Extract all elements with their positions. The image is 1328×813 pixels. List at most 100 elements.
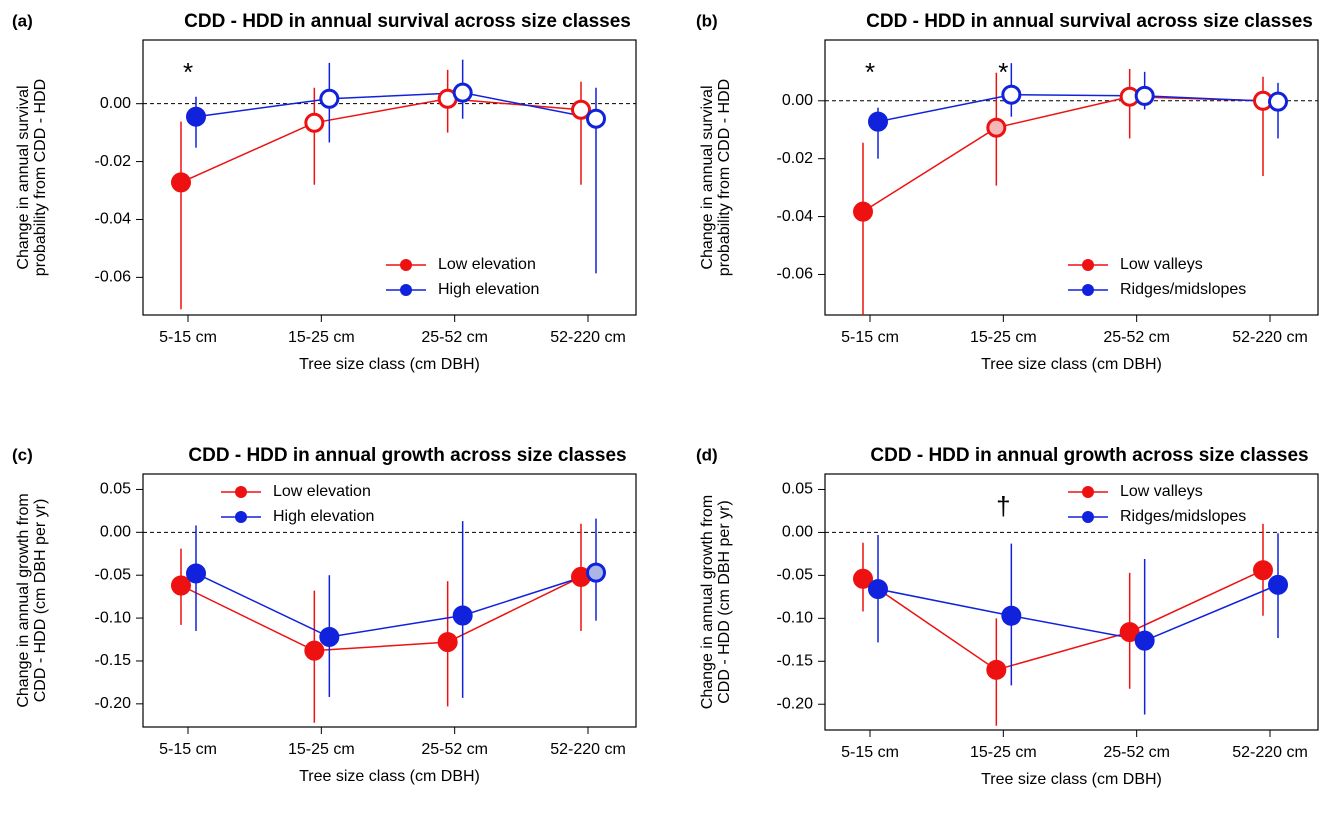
point <box>319 626 340 647</box>
legend-label: High elevation <box>273 508 374 525</box>
annotation: * <box>183 57 193 87</box>
legend-marker <box>400 259 412 271</box>
y-axis-label: Change in annual growth from <box>699 495 716 709</box>
x-tick-label: 52-220 cm <box>1232 744 1308 761</box>
y-axis-label: Change in annual survival <box>699 85 716 269</box>
point <box>304 640 325 661</box>
x-tick-label: 15-25 cm <box>288 329 355 346</box>
legend-marker <box>1082 259 1094 271</box>
point <box>1253 560 1273 581</box>
y-tick-label: -0.15 <box>777 652 814 669</box>
y-tick-label: 0.00 <box>100 524 131 541</box>
series-line <box>195 571 597 638</box>
point <box>868 579 888 600</box>
x-tick-label: 5-15 cm <box>841 329 899 346</box>
x-axis-label: Tree size class (cm DBH) <box>981 356 1162 373</box>
x-tick-label: 5-15 cm <box>159 329 217 346</box>
legend-label: Low elevation <box>438 256 536 273</box>
point <box>304 112 325 133</box>
y-tick-label: -0.02 <box>777 150 814 167</box>
series-line <box>862 569 1264 671</box>
series-line <box>180 576 582 652</box>
y-tick-label: 0.05 <box>782 481 813 498</box>
x-tick-label: 25-52 cm <box>1103 744 1170 761</box>
x-tick-label: 52-220 cm <box>550 329 626 346</box>
plot-frame <box>824 39 1319 316</box>
x-axis-label: Tree size class (cm DBH) <box>981 771 1162 788</box>
y-tick-label: -0.04 <box>777 208 814 225</box>
point <box>452 82 473 103</box>
legend-marker <box>235 486 247 498</box>
y-tick-label: -0.10 <box>95 609 132 626</box>
panel-label: (b) <box>696 11 718 30</box>
x-tick-label: 25-52 cm <box>421 329 488 346</box>
point <box>437 632 458 653</box>
point <box>319 88 340 109</box>
point <box>1001 605 1022 626</box>
y-tick-label: -0.05 <box>777 567 814 584</box>
legend-label: Ridges/midslopes <box>1120 281 1246 298</box>
y-tick-label: -0.10 <box>777 610 814 627</box>
x-axis-label: Tree size class (cm DBH) <box>299 356 480 373</box>
chart-title: CDD - HDD in annual growth across size c… <box>188 445 626 466</box>
series-line <box>877 584 1279 642</box>
legend-marker <box>400 284 412 296</box>
y-tick-label: -0.15 <box>95 652 132 669</box>
point <box>1268 574 1288 595</box>
point <box>1134 630 1155 651</box>
annotation: * <box>865 57 875 87</box>
x-tick-label: 52-220 cm <box>1232 329 1308 346</box>
point <box>171 172 191 193</box>
x-tick-label: 5-15 cm <box>159 741 217 758</box>
annotation: * <box>998 57 1008 87</box>
x-tick-label: 15-25 cm <box>970 744 1037 761</box>
legend-marker <box>235 511 247 523</box>
y-tick-label: -0.20 <box>777 695 814 712</box>
y-tick-label: 0.00 <box>100 95 131 112</box>
series-line <box>862 95 1264 213</box>
y-axis-label: Change in annual growth from <box>15 493 32 707</box>
point <box>452 605 473 626</box>
y-axis-label: CDD - HDD (cm DBH per yr) <box>32 499 49 703</box>
point <box>1001 84 1022 105</box>
y-axis-label: Change in annual survival <box>15 85 32 269</box>
legend-label: Low valleys <box>1120 256 1203 273</box>
chart-title: CDD - HDD in annual growth across size c… <box>870 445 1308 466</box>
point <box>853 201 873 222</box>
panel-label: (a) <box>12 11 33 30</box>
point <box>186 563 206 584</box>
legend-label: High elevation <box>438 281 539 298</box>
y-tick-label: -0.06 <box>777 266 814 283</box>
chart-title: CDD - HDD in annual survival across size… <box>866 11 1313 32</box>
legend-label: Low elevation <box>273 483 371 500</box>
y-axis-label: probability from CDD - HDD <box>32 79 49 276</box>
point <box>586 562 606 583</box>
point <box>571 99 591 120</box>
y-tick-label: 0.00 <box>782 92 813 109</box>
y-axis-label: probability from CDD - HDD <box>716 79 733 276</box>
series-line <box>877 93 1279 123</box>
point <box>868 111 888 132</box>
y-axis-label: CDD - HDD (cm DBH per yr) <box>716 500 733 704</box>
x-tick-label: 15-25 cm <box>970 329 1037 346</box>
series-line <box>195 91 597 120</box>
legend-marker <box>1082 511 1094 523</box>
plot-frame <box>824 473 1319 731</box>
legend-label: Ridges/midslopes <box>1120 508 1246 525</box>
plot-frame <box>142 39 637 316</box>
point <box>853 568 873 589</box>
chart-title: CDD - HDD in annual survival across size… <box>184 11 631 32</box>
legend-marker <box>1082 284 1094 296</box>
y-tick-label: -0.05 <box>95 566 132 583</box>
panel-label: (d) <box>696 445 718 464</box>
y-tick-label: -0.20 <box>95 695 132 712</box>
y-tick-label: -0.06 <box>95 269 132 286</box>
plot-frame <box>142 473 637 728</box>
point <box>986 117 1007 138</box>
point <box>586 108 606 129</box>
series-line <box>180 98 582 184</box>
x-tick-label: 15-25 cm <box>288 741 355 758</box>
x-tick-label: 25-52 cm <box>1103 329 1170 346</box>
x-tick-label: 5-15 cm <box>841 744 899 761</box>
